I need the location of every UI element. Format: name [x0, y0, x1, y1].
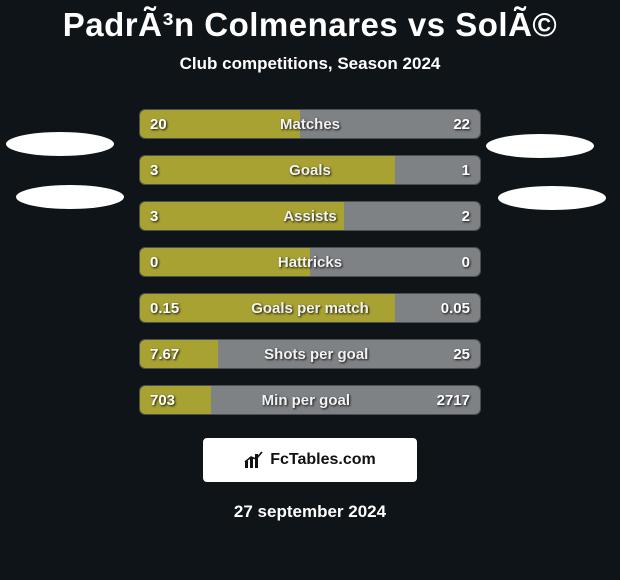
stat-value-left: 3: [140, 208, 158, 225]
stat-label: Goals per match: [179, 300, 441, 317]
page-subtitle: Club competitions, Season 2024: [0, 54, 620, 74]
stat-value-right: 2717: [437, 392, 480, 409]
stat-value-left: 7.67: [140, 346, 179, 363]
stat-value-right: 1: [462, 162, 480, 179]
stat-row: 0Hattricks0: [0, 248, 620, 276]
stat-bar: 3Goals1: [139, 155, 481, 185]
stat-value-right: 0.05: [441, 300, 480, 317]
stat-value-left: 0.15: [140, 300, 179, 317]
page-title: PadrÃ³n Colmenares vs SolÃ©: [0, 6, 620, 44]
player-ellipse: [16, 185, 124, 209]
stat-bar: 7.67Shots per goal25: [139, 339, 481, 369]
brand-text: FcTables.com: [270, 451, 376, 469]
brand-badge[interactable]: FcTables.com: [203, 438, 417, 482]
player-ellipse: [6, 132, 114, 156]
stat-bar: 20Matches22: [139, 109, 481, 139]
stat-row: 0.15Goals per match0.05: [0, 294, 620, 322]
stat-value-left: 703: [140, 392, 175, 409]
stat-value-left: 20: [140, 116, 167, 133]
stat-row: 703Min per goal2717: [0, 386, 620, 414]
stat-row: 7.67Shots per goal25: [0, 340, 620, 368]
player-ellipse: [498, 186, 606, 210]
stat-value-left: 0: [140, 254, 158, 271]
chart-icon: [244, 451, 264, 469]
stat-label: Matches: [167, 116, 454, 133]
player-ellipse: [486, 134, 594, 158]
stat-bar: 703Min per goal2717: [139, 385, 481, 415]
stat-value-right: 0: [462, 254, 480, 271]
stat-label: Goals: [158, 162, 461, 179]
stat-bar: 0Hattricks0: [139, 247, 481, 277]
stat-label: Hattricks: [158, 254, 461, 271]
stat-label: Shots per goal: [179, 346, 453, 363]
stat-value-left: 3: [140, 162, 158, 179]
stat-label: Min per goal: [175, 392, 437, 409]
stat-value-right: 25: [453, 346, 480, 363]
stat-label: Assists: [158, 208, 461, 225]
stat-value-right: 2: [462, 208, 480, 225]
stat-bar: 3Assists2: [139, 201, 481, 231]
stat-row: 3Goals1: [0, 156, 620, 184]
date-line: 27 september 2024: [0, 502, 620, 522]
stat-value-right: 22: [453, 116, 480, 133]
stat-bar: 0.15Goals per match0.05: [139, 293, 481, 323]
